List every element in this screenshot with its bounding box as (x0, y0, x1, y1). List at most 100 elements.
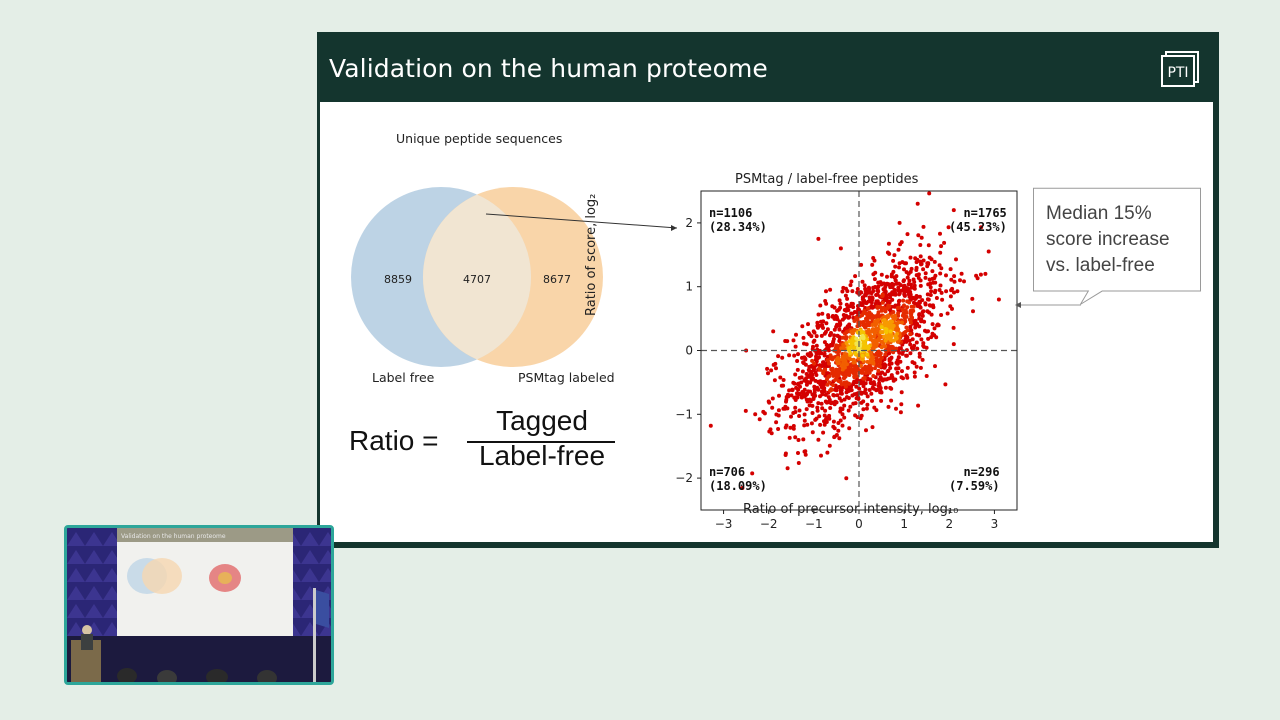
scatter-point (895, 370, 900, 375)
scatter-point (865, 402, 870, 407)
scatter-point (885, 336, 890, 341)
scatter-point (902, 267, 906, 272)
scatter-point (815, 325, 820, 330)
scatter-point (832, 434, 837, 439)
scatter-point (912, 370, 917, 375)
scatter-point (893, 377, 898, 382)
scatter-point (923, 271, 928, 276)
scatter-point (864, 316, 868, 321)
scatter-point (890, 319, 894, 324)
scatter-point (850, 393, 855, 398)
scatter-point (801, 390, 806, 395)
scatter-point (820, 392, 825, 397)
scatter-point (789, 414, 793, 419)
scatter-point (897, 265, 901, 270)
pti-logo-icon: PTI (1161, 51, 1199, 87)
scatter-point (800, 394, 805, 399)
scatter-point (773, 361, 778, 366)
scatter-point (821, 430, 826, 435)
scatter-point (914, 340, 919, 345)
scatter-point (816, 437, 821, 442)
scatter-point (917, 313, 922, 318)
scatter-point (896, 313, 901, 318)
scatter-point (761, 409, 766, 414)
scatter-point (805, 422, 810, 427)
scatter-point (887, 251, 892, 256)
scatter-point (952, 274, 957, 279)
scatter-point (844, 329, 849, 334)
scatter-point (766, 371, 770, 376)
scatter-point (846, 315, 851, 320)
scatter-point (830, 343, 835, 348)
scatter-point (817, 348, 822, 353)
scatter-point (883, 309, 888, 314)
scatter-point (858, 390, 863, 395)
scatter-point (907, 278, 912, 283)
speaker-video-thumbnail[interactable]: Validation on the human proteome (64, 525, 334, 685)
scatter-point (884, 295, 889, 300)
scatter-point (828, 287, 833, 292)
scatter-point (844, 476, 849, 481)
venn-title: Unique peptide sequences (396, 131, 563, 146)
scatter-point (801, 335, 806, 340)
scatter-point (873, 314, 878, 319)
scatter-point (894, 406, 898, 411)
scatter-point (847, 339, 852, 344)
scatter-point (900, 351, 905, 356)
scatter-point (852, 328, 857, 332)
scatter-point (824, 289, 828, 294)
scatter-point (919, 319, 924, 324)
scatter-point (796, 451, 800, 455)
scatter-point (743, 408, 748, 413)
scatter-point (921, 341, 926, 346)
scatter-point (859, 413, 864, 418)
scatter-point (776, 413, 781, 418)
scatter-point (944, 289, 949, 294)
scatter-point (814, 359, 819, 364)
scatter-point (831, 419, 836, 424)
scatter-point (803, 356, 808, 361)
scatter-point (810, 403, 815, 408)
scatter-point (781, 378, 786, 382)
scatter-point (793, 435, 798, 440)
scatter-point (951, 208, 956, 213)
scatter-point (791, 424, 796, 428)
scatter-point (912, 300, 916, 305)
scatter-point (829, 331, 833, 335)
scatter-point (909, 345, 914, 350)
scatter-point (908, 332, 913, 337)
scatter-point (837, 436, 842, 441)
venn-left-label: Label free (372, 370, 435, 385)
scatter-point (844, 380, 849, 385)
scatter-point (850, 289, 855, 294)
venn-right-count: 8677 (543, 273, 571, 286)
scatter-point (846, 408, 851, 413)
scatter-point (832, 426, 837, 431)
scatter-point (898, 410, 903, 415)
scatter-point (815, 405, 820, 410)
scatter-point (810, 358, 815, 363)
scatter-point (708, 423, 713, 428)
scatter-point (837, 339, 842, 343)
scatter-point (892, 253, 897, 258)
venn-overlap (422, 194, 532, 360)
scatter-point (799, 375, 804, 380)
callout-pointer (1015, 302, 1081, 308)
scatter-point (927, 191, 932, 196)
y-tick-label: −1 (675, 407, 693, 421)
scatter-point (924, 374, 929, 378)
scatter-point (932, 259, 937, 264)
scatter-point (792, 395, 797, 400)
scatter-point (903, 330, 908, 334)
scatter-point (865, 359, 870, 364)
scatter-point (923, 328, 927, 333)
scatter-point (816, 236, 821, 241)
scatter-point (870, 295, 874, 300)
scatter-point (883, 385, 888, 390)
scatter-point (797, 408, 802, 413)
scatter-point (796, 461, 801, 465)
callout-line-2: score increase (1046, 229, 1170, 250)
scatter-point (810, 411, 815, 415)
scatter-point (781, 383, 786, 388)
scatter-point (801, 437, 806, 442)
